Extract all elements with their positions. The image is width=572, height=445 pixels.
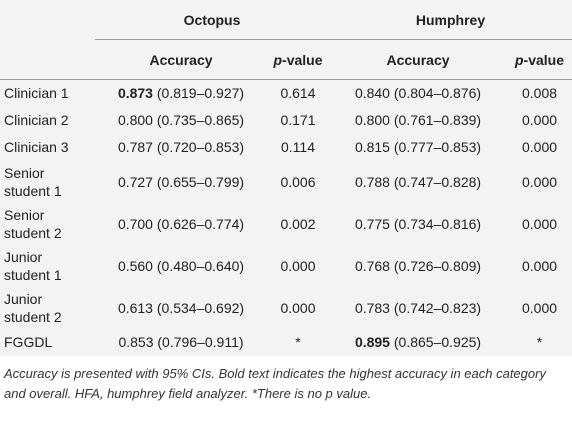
table-container: Octopus Humphrey Accuracy p-value Accura… [0,0,572,404]
p-value: 0.008 [521,85,558,102]
accuracy-value: 0.800 [354,112,390,128]
column-header: p-value [507,39,572,80]
table-body: Clinician 1 0.873 (0.819–0.927) 0.614 0.840… [0,80,572,356]
accuracy-cell: 0.815 (0.777–0.853) [329,134,507,161]
accuracy-value: 0.787 [117,139,153,155]
p-value: * [295,334,301,350]
p-italic: p [514,51,524,68]
table-row: Clinician 2 0.800 (0.735–0.865) 0.171 0.800… [0,107,572,134]
p-value: 0.000 [280,257,316,274]
table-row: FGGDL 0.853 (0.796–0.911) * 0.895 (0.865–0.… [0,329,572,356]
accuracy-value: 0.700 [117,215,153,232]
confidence-interval: (0.655–0.799) [156,173,245,190]
accuracy-value: 0.895 [354,334,390,350]
confidence-interval: (0.734–0.816) [393,215,482,232]
accuracy-cell: 0.727 (0.655–0.799) [95,161,267,203]
confidence-interval: (0.865–0.925) [393,334,482,350]
row-label: Clinician 3 [4,139,69,155]
accuracy-cell: 0.800 (0.735–0.865) [95,107,267,134]
group-header: Humphrey [329,0,572,40]
table-row: Junior student 1 0.560 (0.480–0.640) 0.000… [0,245,572,287]
confidence-interval: (0.726–0.809) [393,257,482,274]
confidence-interval: (0.747–0.828) [393,173,482,190]
accuracy-value: 0.560 [117,257,153,274]
p-value: 0.000 [521,173,558,190]
accuracy-value: 0.800 [117,112,153,128]
column-header: Accuracy [329,39,507,80]
footnote: Accuracy is presented with 95% CIs. Bold… [0,355,572,404]
p-value: * [536,334,543,350]
p-suffix: -value [282,51,323,68]
p-value: 0.000 [521,299,558,316]
accuracy-value: 0.815 [354,139,390,155]
p-value: 0.000 [521,112,558,128]
p-value: 0.614 [280,85,316,102]
accuracy-cell: 0.560 (0.480–0.640) [95,245,267,287]
p-italic: p [273,51,283,68]
p-suffix: -value [523,51,565,68]
confidence-interval: (0.534–0.692) [156,299,245,316]
accuracy-value: 0.613 [117,299,153,316]
p-value: 0.114 [281,139,315,155]
p-value: 0.000 [521,139,558,155]
group-header: Octopus [95,0,329,40]
table-row: Junior student 2 0.613 (0.534–0.692) 0.000… [0,287,572,329]
p-value: 0.000 [521,215,558,232]
accuracy-value: 0.853 [118,334,154,350]
accuracy-cell: 0.775 (0.734–0.816) [329,203,507,245]
accuracy-value: 0.788 [354,173,390,190]
accuracy-cell: 0.873 (0.819–0.927) [95,80,267,107]
accuracy-value: 0.727 [117,173,153,190]
row-label: Junior student 2 [4,290,62,325]
table-row: Clinician 1 0.873 (0.819–0.927) 0.614 0.840… [0,80,572,107]
column-header: Accuracy [95,39,267,80]
table-row: Senior student 2 0.700 (0.626–0.774) 0.002… [0,203,572,245]
confidence-interval: (0.480–0.640) [156,257,245,274]
column-header: p-value [267,39,329,80]
accuracy-value: 0.768 [354,257,390,274]
confidence-interval: (0.720–0.853) [156,139,245,155]
accuracy-cell: 0.783 (0.742–0.823) [329,287,507,329]
results-table: Octopus Humphrey Accuracy p-value Accura… [0,0,572,356]
confidence-interval: (0.819–0.927) [156,85,245,102]
confidence-interval: (0.742–0.823) [393,299,482,316]
row-label: Clinician 2 [4,112,69,128]
table-row: Clinician 3 0.787 (0.720–0.853) 0.114 0.815… [0,134,572,161]
accuracy-cell: 0.768 (0.726–0.809) [329,245,507,287]
table-row: Senior student 1 0.727 (0.655–0.799) 0.006… [0,161,572,203]
p-value: 0.006 [280,173,316,190]
accuracy-value: 0.840 [354,85,390,102]
row-label: FGGDL [4,334,53,350]
accuracy-value: 0.873 [117,85,153,102]
accuracy-cell: 0.895 (0.865–0.925) [329,329,507,356]
confidence-interval: (0.735–0.865) [156,112,245,128]
accuracy-cell: 0.613 (0.534–0.692) [95,287,267,329]
row-label: Senior student 1 [4,164,62,199]
row-label: Clinician 1 [4,85,69,102]
confidence-interval: (0.761–0.839) [393,112,482,128]
accuracy-cell: 0.840 (0.804–0.876) [329,80,507,107]
row-label: Junior student 1 [4,248,62,283]
confidence-interval: (0.777–0.853) [393,139,482,155]
accuracy-cell: 0.788 (0.747–0.828) [329,161,507,203]
p-value: 0.000 [521,257,558,274]
accuracy-cell: 0.853 (0.796–0.911) [95,329,267,356]
accuracy-cell: 0.700 (0.626–0.774) [95,203,267,245]
confidence-interval: (0.804–0.876) [393,85,482,102]
p-value: 0.171 [280,112,316,128]
row-label: Senior student 2 [4,206,62,241]
p-value: 0.002 [280,215,316,232]
accuracy-cell: 0.787 (0.720–0.853) [95,134,267,161]
p-value: 0.000 [280,299,316,316]
accuracy-cell: 0.800 (0.761–0.839) [329,107,507,134]
accuracy-value: 0.775 [354,215,390,232]
confidence-interval: (0.796–0.911) [157,334,244,350]
confidence-interval: (0.626–0.774) [156,215,245,232]
accuracy-value: 0.783 [354,299,390,316]
